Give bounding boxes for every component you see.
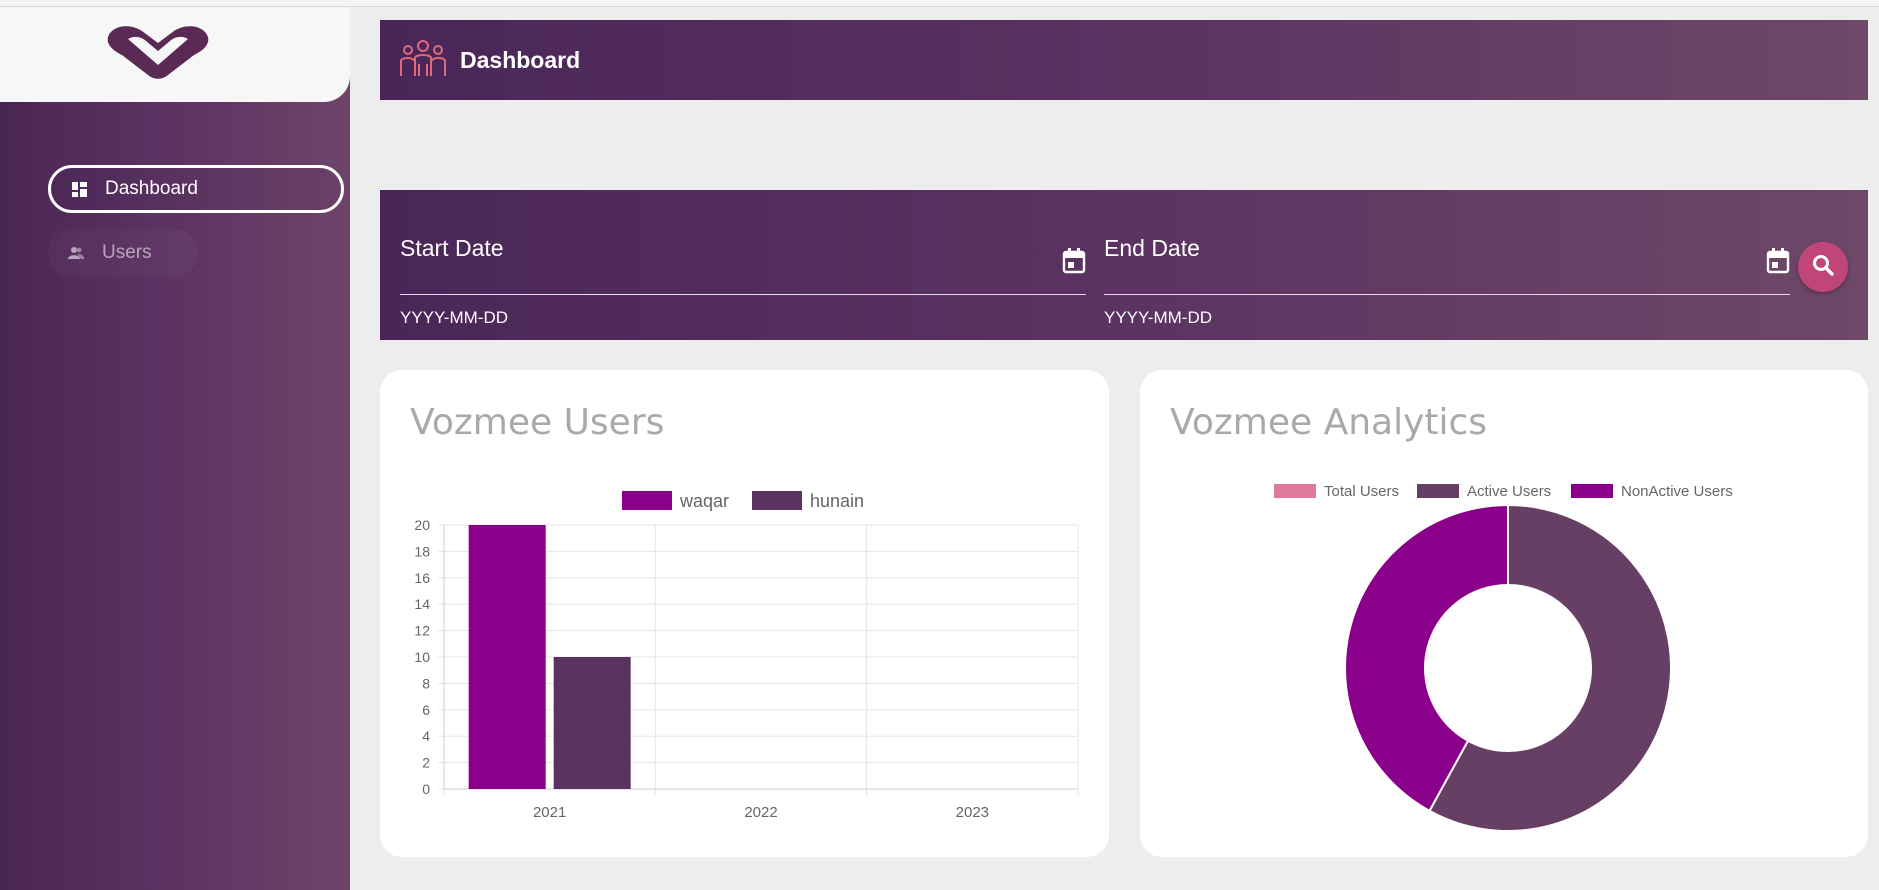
end-date-label: End Date — [1104, 235, 1200, 261]
legend-swatch[interactable] — [1274, 484, 1316, 498]
x-tick-label: 2023 — [956, 804, 989, 821]
end-date-field[interactable]: End Date YYYY-MM-DD — [1104, 190, 1790, 340]
donut-slice-active-users[interactable] — [1428, 503, 1672, 832]
chart-title: Vozmee Analytics — [1170, 402, 1488, 443]
legend-label[interactable]: hunain — [810, 491, 864, 511]
chart-title: Vozmee Users — [410, 402, 665, 443]
users-chart-card: Vozmee Users waqar hunain 0 2 4 6 8 10 12 14 16 18 2… — [380, 370, 1109, 857]
y-tick-label: 20 — [414, 517, 430, 533]
brand-logo — [107, 26, 209, 79]
users-bar-chart: waqar hunain 0 2 4 6 8 10 12 14 16 18 20 2021 2022 2023 — [414, 491, 1079, 821]
start-date-label: Start Date — [400, 235, 504, 261]
logo-area — [0, 7, 350, 102]
users-icon — [68, 245, 84, 261]
legend-label[interactable]: Active Users — [1467, 483, 1551, 500]
sidebar-item-dashboard[interactable]: Dashboard — [48, 165, 344, 213]
search-icon — [1812, 254, 1834, 281]
x-tick-label: 2022 — [744, 804, 777, 821]
analytics-donut-chart: Total Users Active Users NonActive Users — [1274, 483, 1733, 832]
legend-label[interactable]: Total Users — [1324, 483, 1399, 500]
y-tick-label: 4 — [422, 728, 430, 744]
donut-slice-nonactive-users[interactable] — [1344, 503, 1509, 813]
sidebar: Dashboard Users — [0, 7, 350, 890]
start-date-underline — [400, 294, 1086, 295]
start-date-hint: YYYY-MM-DD — [400, 308, 508, 327]
calendar-icon[interactable] — [1062, 248, 1086, 279]
end-date-hint: YYYY-MM-DD — [1104, 308, 1212, 327]
page-header: Dashboard — [380, 20, 1868, 100]
team-icon — [398, 38, 448, 83]
sidebar-item-label: Users — [102, 242, 152, 263]
search-button[interactable] — [1798, 242, 1848, 292]
y-tick-label: 8 — [422, 675, 430, 691]
sidebar-item-label: Dashboard — [105, 178, 198, 199]
legend-label[interactable]: NonActive Users — [1621, 483, 1733, 500]
y-tick-label: 18 — [414, 543, 430, 559]
sidebar-item-users[interactable]: Users — [48, 229, 198, 277]
legend-swatch[interactable] — [752, 491, 802, 510]
start-date-field[interactable]: Start Date YYYY-MM-DD — [400, 190, 1086, 340]
window-top-edge — [0, 0, 1879, 7]
y-tick-label: 14 — [414, 596, 430, 612]
bar-waqar-2021[interactable] — [468, 525, 546, 789]
calendar-icon[interactable] — [1766, 248, 1790, 279]
page-title: Dashboard — [460, 46, 581, 73]
x-tick-label: 2021 — [533, 804, 566, 821]
bar-hunain-2021[interactable] — [553, 657, 631, 789]
legend-swatch[interactable] — [1417, 484, 1459, 498]
y-tick-label: 0 — [422, 781, 430, 797]
date-filter-bar: Start Date YYYY-MM-DD End Date YYYY-MM-D… — [380, 190, 1868, 340]
legend-swatch[interactable] — [622, 491, 672, 510]
y-tick-label: 16 — [414, 570, 430, 586]
dashboard-icon — [71, 181, 87, 197]
legend-swatch[interactable] — [1571, 484, 1613, 498]
y-tick-label: 2 — [422, 755, 430, 771]
y-tick-label: 10 — [414, 649, 430, 665]
end-date-underline — [1104, 294, 1790, 295]
legend-label[interactable]: waqar — [679, 491, 729, 511]
y-tick-label: 12 — [414, 623, 430, 639]
analytics-chart-card: Vozmee Analytics Total Users Active Users… — [1140, 370, 1868, 857]
y-tick-label: 6 — [422, 702, 430, 718]
